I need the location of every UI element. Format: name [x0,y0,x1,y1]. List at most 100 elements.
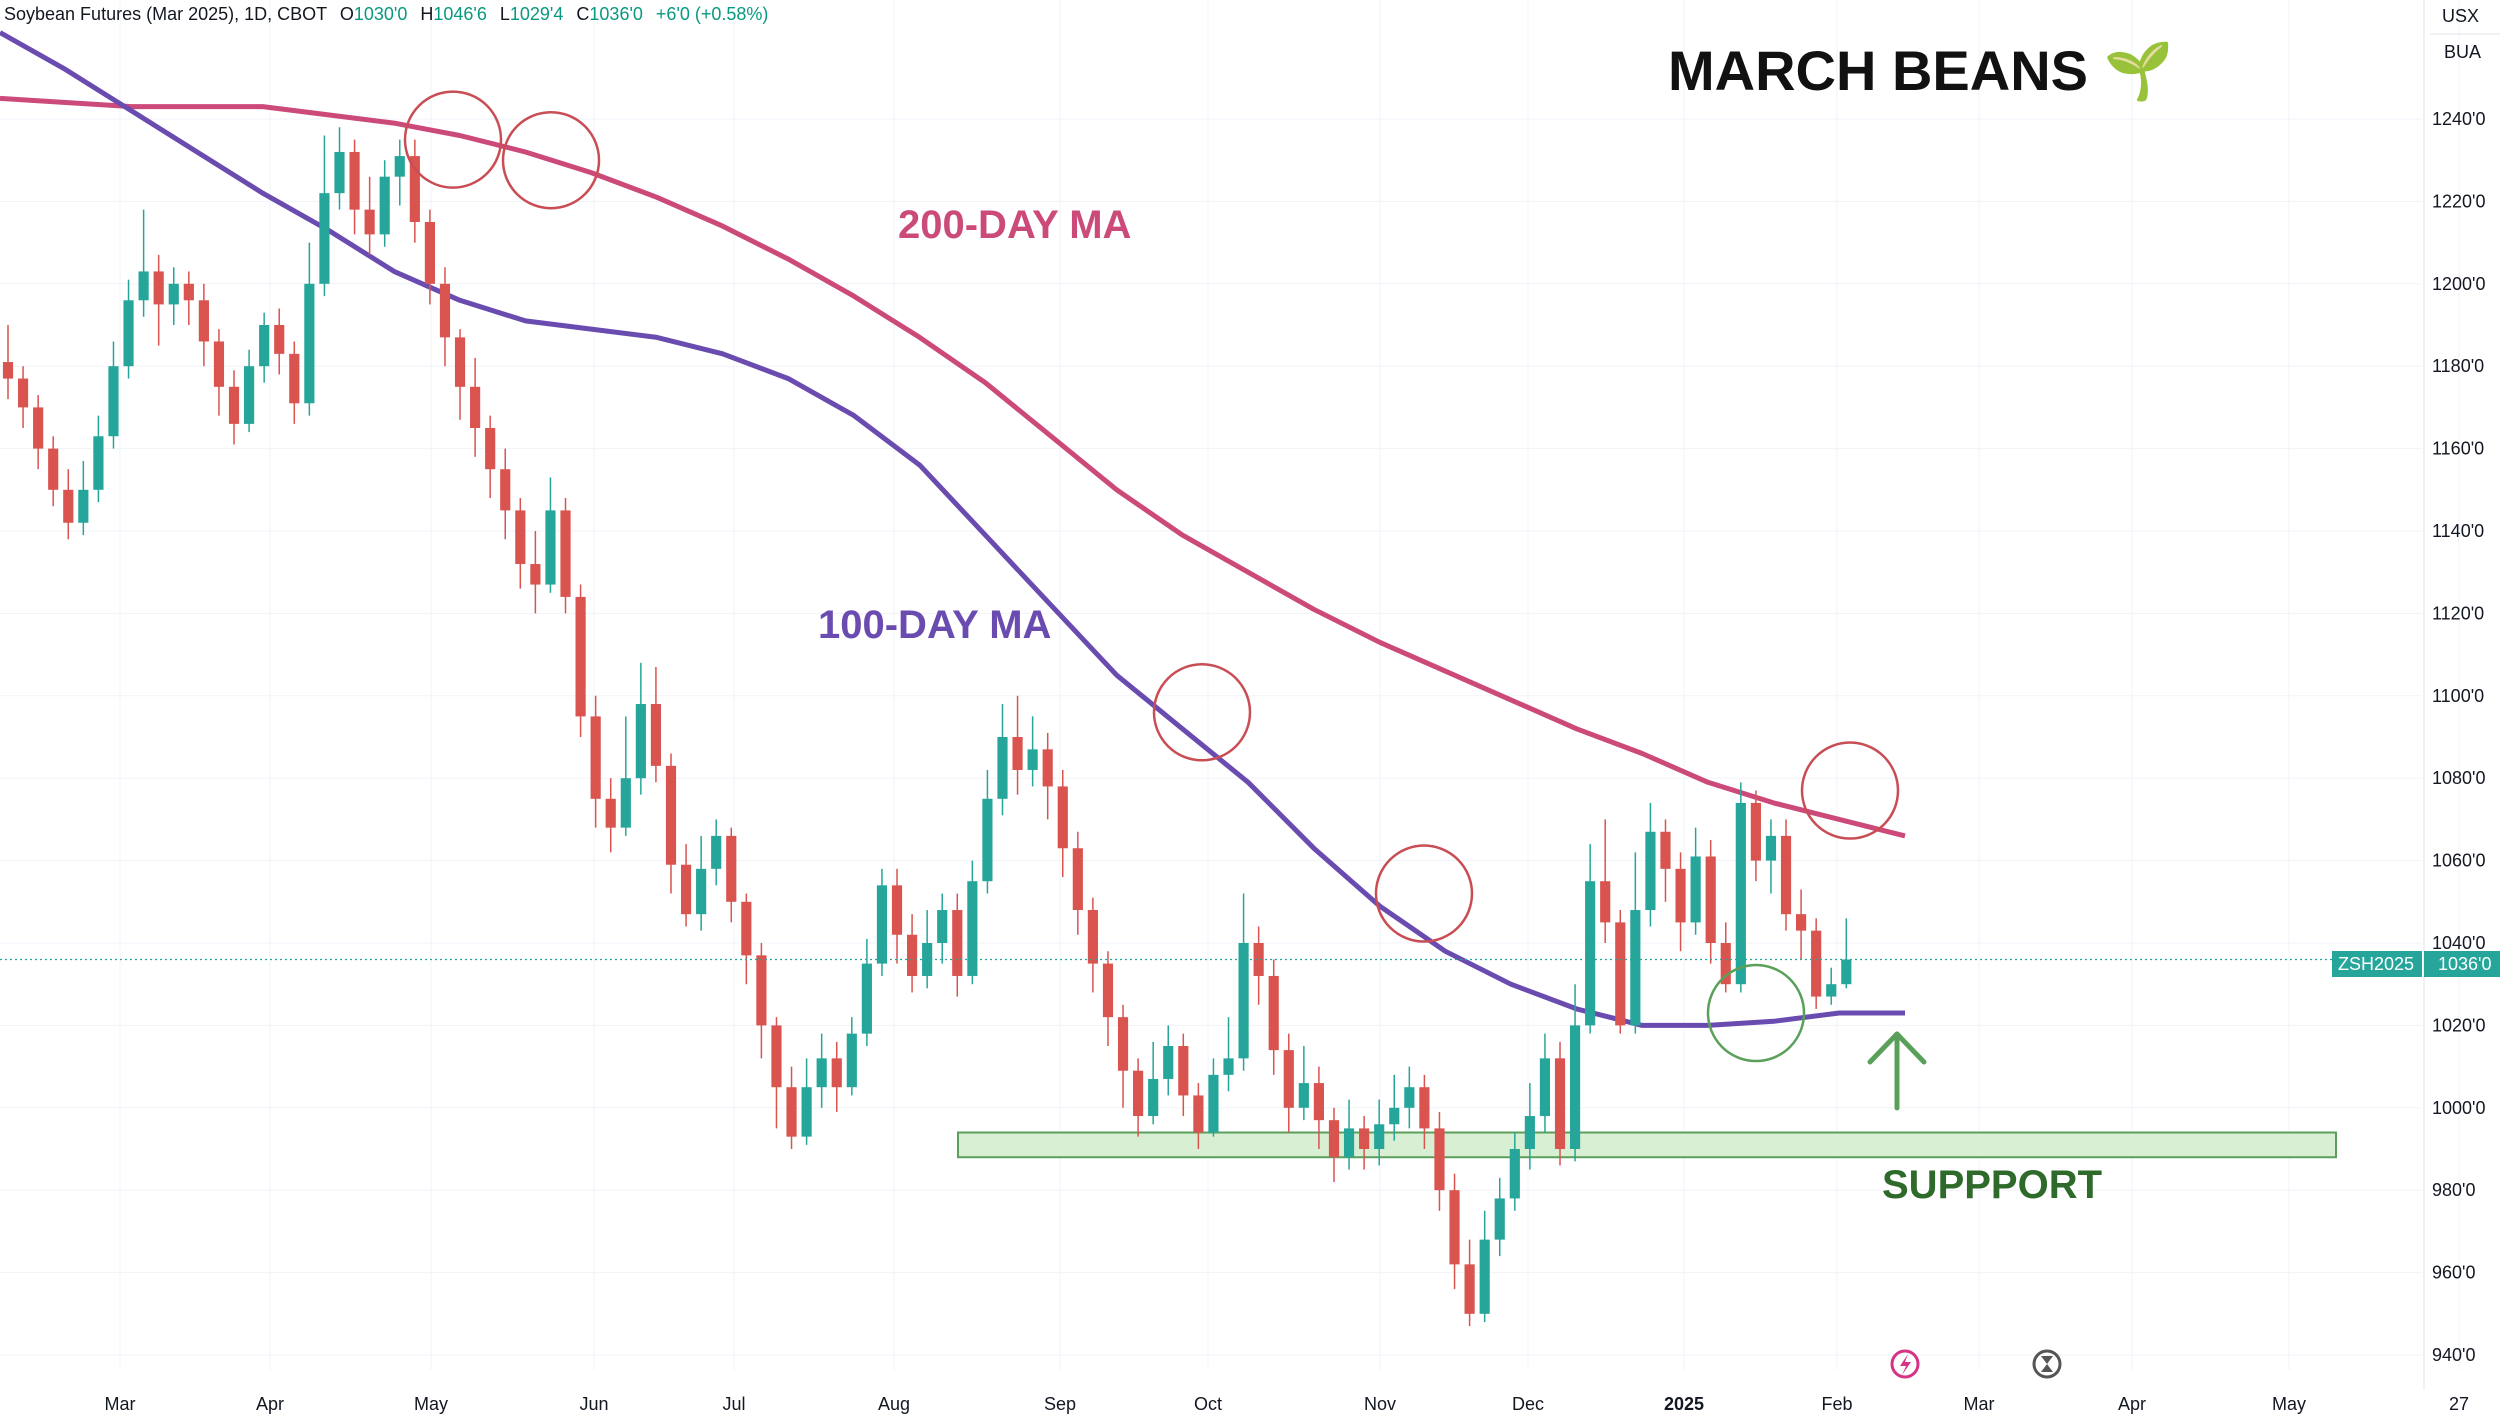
candle-body [1102,963,1114,1018]
candle-body [816,1058,827,1088]
legend-c-value: 1036'0 [589,4,643,24]
currency-badge[interactable]: USX [2442,6,2479,26]
candle-body [876,885,888,964]
candle-body [424,222,435,284]
ma200-label: 200-DAY MA [898,203,1131,247]
candle-body [1042,749,1053,787]
candle-body [665,765,677,865]
candle-body [801,1087,812,1137]
candle-body [244,366,255,424]
candle-body [711,835,722,869]
time-axis[interactable]: Mar Apr May Jun Jul Aug Sep Oct Nov Dec 2025 Feb Mar… [105,1394,2470,1414]
x-tick-label: May [2272,1394,2306,1414]
candle-body [1178,1046,1189,1096]
candle-body [650,704,662,766]
candle-body [1434,1128,1445,1191]
price-tag: ZSH2025 1036'0 [2332,951,2500,977]
unit-badge[interactable]: BUA [2444,42,2481,62]
candle-body [1283,1050,1294,1108]
candle-body [1539,1058,1551,1117]
candle-body [741,901,752,956]
candle-body [108,366,119,437]
x-tick-label: Sep [1044,1394,1076,1414]
candle-body [485,428,496,470]
y-tick-label: 1100'0 [2432,686,2484,706]
y-tick-label: 1000'0 [2432,1098,2486,1118]
candle-body [997,737,1008,799]
candle-body [1826,984,1837,997]
candle-body [228,386,240,424]
annotation-circle [403,90,503,189]
candle-body [891,885,903,935]
annotation-circle [1152,663,1252,762]
x-tick-label: Dec [1512,1394,1544,1414]
candle-body [1087,910,1098,964]
x-tick-label: Oct [1194,1394,1222,1414]
candle-body [1509,1149,1520,1199]
price-axis[interactable]: 1240'0 1220'0 1200'0 1180'0 1160'0 1140'0 1120… [2432,109,2486,1365]
y-tick-label: 960'0 [2432,1263,2475,1283]
y-tick-label: 1140'0 [2432,521,2484,541]
candle-body [2,362,14,379]
candle-body [1163,1046,1174,1079]
ma200-line [0,95,1906,839]
candle-body [1313,1083,1324,1121]
candle-body [63,489,74,523]
annotation-circle [1374,844,1474,943]
candle-body [680,864,692,915]
candle-body [93,436,104,490]
lightning-icon[interactable] [1890,1349,1920,1379]
candle-body [1268,975,1279,1051]
legend-o-value: 1030'0 [354,4,408,24]
candle-body [289,353,300,404]
candle-body [1675,868,1686,923]
candle-body [786,1087,797,1137]
candle-body [1359,1128,1370,1149]
legend-symbol: Soybean Futures (Mar 2025), 1D, CBOT [4,4,327,24]
annotation-circle [1706,963,1806,1063]
grid [0,0,2460,1370]
candle-body [967,881,978,976]
y-tick-label: 980'0 [2432,1180,2475,1200]
candle-body [1072,848,1083,911]
candle-body [379,176,390,235]
x-tick-label: Jul [722,1394,745,1414]
x-tick-label: 27 [2449,1394,2469,1414]
candle-body [530,563,541,585]
y-tick-label: 1200'0 [2432,274,2486,294]
legend-line: Soybean Futures (Mar 2025), 1D, CBOT O10… [4,4,768,24]
candle-body [319,193,330,284]
candle-body [1585,881,1596,1026]
candle-body [1735,802,1746,985]
candle-body [1117,1017,1129,1071]
candle-body [635,704,646,779]
candle-body [500,469,511,511]
y-tick-label: 1060'0 [2432,851,2486,871]
candle-body [937,910,948,943]
up-arrow-icon [1867,1031,1927,1111]
candle-body [1057,786,1068,849]
legend-l-label: L [500,4,510,24]
candle-body [696,868,707,915]
x-tick-label: Jun [579,1394,608,1414]
y-tick-label: 1180'0 [2432,356,2484,376]
price-tag-symbol: ZSH2025 [2338,954,2414,974]
x-tick-label: Aug [878,1394,910,1414]
hourglass-icon[interactable] [2032,1349,2062,1379]
candle-body [1374,1124,1385,1149]
candle-body [1464,1264,1475,1314]
candle-body [1494,1198,1505,1240]
candle-body [1208,1074,1219,1133]
candle-body [48,448,59,490]
y-tick-label: 1220'0 [2432,191,2486,211]
candle-body [364,209,375,235]
candle-body [1690,856,1701,923]
legend-l-value: 1029'4 [510,4,564,24]
candle-body [304,283,315,404]
candle-body [439,283,451,338]
x-tick-label: Nov [1364,1394,1396,1414]
candle-body [1780,835,1792,915]
candle-body [1841,959,1852,985]
candle-body [33,407,44,449]
